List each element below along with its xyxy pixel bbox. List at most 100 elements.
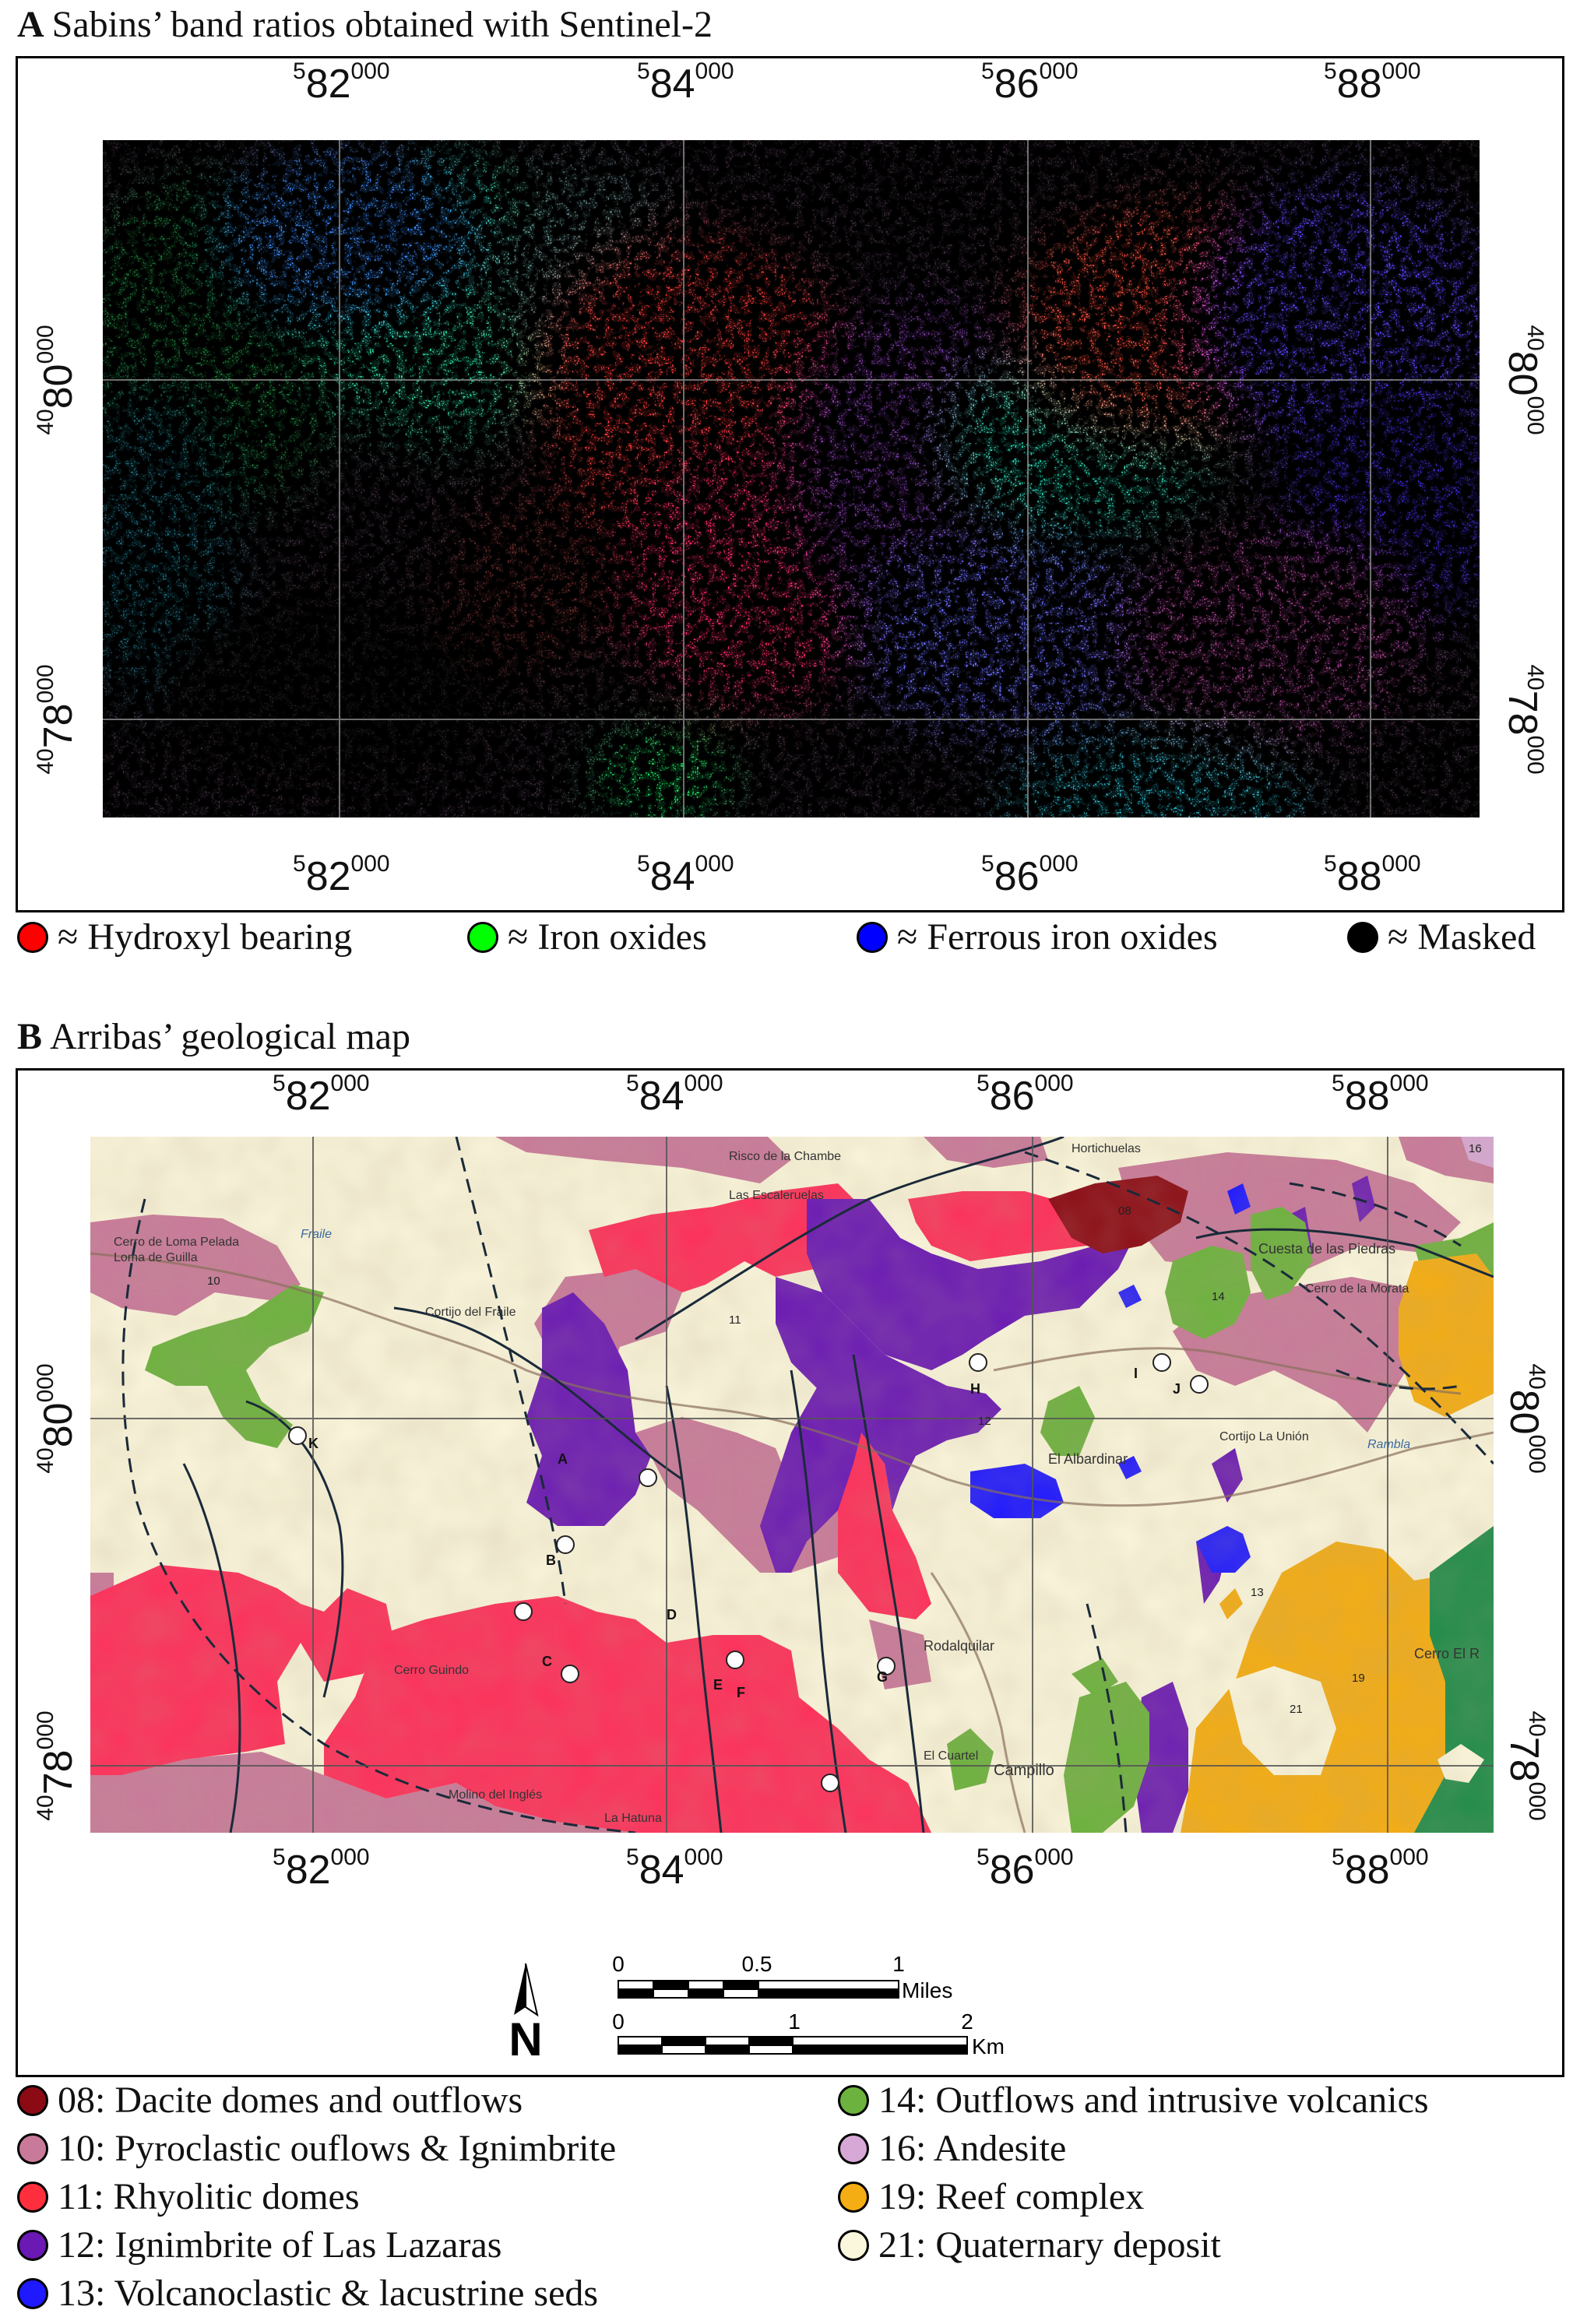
letter-label: F xyxy=(737,1685,745,1700)
a-ytick-right-1: 4080000 xyxy=(1500,325,1548,435)
letter-label: J xyxy=(1173,1381,1181,1397)
label-rambla: Rambla xyxy=(1367,1438,1410,1451)
letter-label: K xyxy=(308,1436,318,1451)
letter-label: A xyxy=(558,1451,568,1467)
legend-b-08: 08: Dacite domes and outflows xyxy=(17,2079,523,2122)
legend-a-masked: ≈ Masked xyxy=(1347,916,1536,959)
letter-label: D xyxy=(667,1607,677,1623)
a-xtick-top-1: 582000 xyxy=(293,58,390,107)
b-ytick-right-2: 4078000 xyxy=(1501,1710,1550,1821)
b-xtick-bottom-2: 584000 xyxy=(626,1844,723,1893)
legend-b-11: 11: Rhyolitic domes xyxy=(17,2175,360,2219)
label-fraile-stream: Fraile xyxy=(301,1228,332,1241)
legend-b-16: 16: Andesite xyxy=(838,2127,1066,2171)
a-xtick-top-2: 584000 xyxy=(637,58,734,107)
scale-miles-label-2: 1 xyxy=(892,1952,905,1976)
legend-swatch xyxy=(838,2085,869,2116)
legend-b-14: 14: Outflows and intrusive volcanics xyxy=(838,2079,1429,2122)
legend-b-12: 12: Ignimbrite of Las Lazaras xyxy=(17,2224,501,2267)
letter-label: I xyxy=(1134,1366,1138,1381)
a-xtick-bottom-4: 588000 xyxy=(1324,851,1421,899)
label-rodalquilar: Rodalquilar xyxy=(924,1638,994,1654)
scale-km-label-0: 0 xyxy=(612,2009,625,2034)
label-hortichuelas: Hortichuelas xyxy=(1072,1142,1141,1155)
a-xtick-top-4: 588000 xyxy=(1324,58,1421,107)
a-xtick-bottom-2: 584000 xyxy=(637,851,734,899)
b-xtick-bottom-3: 586000 xyxy=(977,1844,1074,1893)
num-label: 16 xyxy=(1469,1142,1482,1155)
geological-map: Cerro de Loma Pelada Loma de Guilla Frai… xyxy=(90,1137,1494,1833)
legend-swatch xyxy=(17,2230,48,2261)
legend-swatch xyxy=(17,2133,48,2164)
letter-label: B xyxy=(546,1552,556,1568)
num-label: 10 xyxy=(207,1275,220,1288)
scale-km-label-1: 1 xyxy=(788,2009,801,2034)
b-xtick-bottom-1: 582000 xyxy=(273,1844,370,1893)
panel-b-title: B Arribas’ geological map xyxy=(17,1016,410,1057)
label-cortijo-union: Cortijo La Unión xyxy=(1219,1430,1309,1443)
label-loma-guilla: Loma de Guilla xyxy=(114,1251,198,1264)
label-cortijo-fraile: Cortijo del Fraile xyxy=(425,1306,516,1319)
label-la-hatuna: La Hatuna xyxy=(604,1812,662,1825)
legend-swatch xyxy=(838,2133,869,2164)
b-xtick-top-1: 582000 xyxy=(273,1071,370,1119)
letter-label: E xyxy=(713,1677,723,1693)
b-xtick-top-4: 588000 xyxy=(1332,1071,1429,1119)
a-xtick-top-3: 586000 xyxy=(981,58,1079,107)
legend-swatch xyxy=(17,2278,48,2309)
num-label: 19 xyxy=(1352,1672,1365,1685)
legend-a-ferrous: ≈ Ferrous iron oxides xyxy=(857,916,1218,959)
scale-miles-unit: Miles xyxy=(902,1978,952,2002)
num-label: 21 xyxy=(1290,1703,1303,1716)
b-ytick-left-2: 4078000 xyxy=(33,1710,81,1821)
north-label: N xyxy=(508,2013,542,2062)
scale-km-label-2: 2 xyxy=(961,2009,973,2034)
label-cuesta-piedras: Cuesta de las Piedras xyxy=(1258,1241,1395,1257)
legend-swatch xyxy=(17,2085,48,2116)
legend-swatch xyxy=(838,2230,869,2261)
label-albardinar: El Albardinar xyxy=(1048,1451,1128,1467)
b-ytick-right-1: 4080000 xyxy=(1501,1363,1550,1474)
label-campillo: Campillo xyxy=(994,1762,1054,1779)
a-ytick-left-2: 4078000 xyxy=(33,664,81,775)
legend-swatch xyxy=(1347,922,1378,953)
num-label: 14 xyxy=(1212,1290,1225,1303)
a-ytick-left-1: 4080000 xyxy=(33,325,81,435)
sentinel-composite-image xyxy=(103,140,1480,817)
b-xtick-top-3: 586000 xyxy=(977,1071,1074,1119)
label-molino: Molino del Inglés xyxy=(449,1788,542,1802)
a-ytick-right-2: 4078000 xyxy=(1500,664,1548,775)
legend-a-hydroxyl: ≈ Hydroxyl bearing xyxy=(17,916,352,959)
scale-bars: 0 0.5 1 Miles 0 1 2 Km xyxy=(612,1952,1005,2059)
legend-b-19: 19: Reef complex xyxy=(838,2175,1144,2219)
label-cerro-morata: Cerro de la Morata xyxy=(1305,1282,1409,1296)
scale-miles-label-0: 0 xyxy=(612,1952,625,1976)
label-el-cuartel: El Cuartel xyxy=(924,1749,978,1763)
b-xtick-bottom-4: 588000 xyxy=(1332,1844,1429,1893)
num-label: 08 xyxy=(1118,1204,1131,1218)
a-xtick-bottom-3: 586000 xyxy=(981,851,1079,899)
legend-b-21: 21: Quaternary deposit xyxy=(838,2224,1221,2267)
num-label: 12 xyxy=(978,1415,991,1428)
legend-swatch xyxy=(17,922,48,953)
num-label: 13 xyxy=(1251,1586,1264,1599)
a-xtick-bottom-1: 582000 xyxy=(293,851,390,899)
legend-swatch xyxy=(467,922,498,953)
legend-swatch xyxy=(857,922,888,953)
scale-miles-label-1: 0.5 xyxy=(742,1952,772,1976)
legend-a-iron-oxides: ≈ Iron oxides xyxy=(467,916,707,959)
letter-label: G xyxy=(877,1669,888,1685)
num-label: 11 xyxy=(729,1313,741,1327)
scale-km-unit: Km xyxy=(972,2034,1005,2059)
north-arrow-icon: N xyxy=(508,1963,543,2062)
legend-swatch xyxy=(17,2182,48,2213)
letter-label: C xyxy=(542,1654,552,1669)
label-cerro-el-r: Cerro El R xyxy=(1414,1646,1480,1661)
b-xtick-top-2: 584000 xyxy=(626,1071,723,1119)
legend-swatch xyxy=(838,2182,869,2213)
panel-a-title: A Sabins’ band ratios obtained with Senti… xyxy=(17,4,713,45)
letter-label: H xyxy=(970,1381,980,1397)
legend-b-13: 13: Volcanoclastic & lacustrine seds xyxy=(17,2272,598,2315)
legend-b-10: 10: Pyroclastic ouflows & Ignimbrite xyxy=(17,2127,616,2171)
label-cerro-guindo: Cerro Guindo xyxy=(394,1664,469,1677)
